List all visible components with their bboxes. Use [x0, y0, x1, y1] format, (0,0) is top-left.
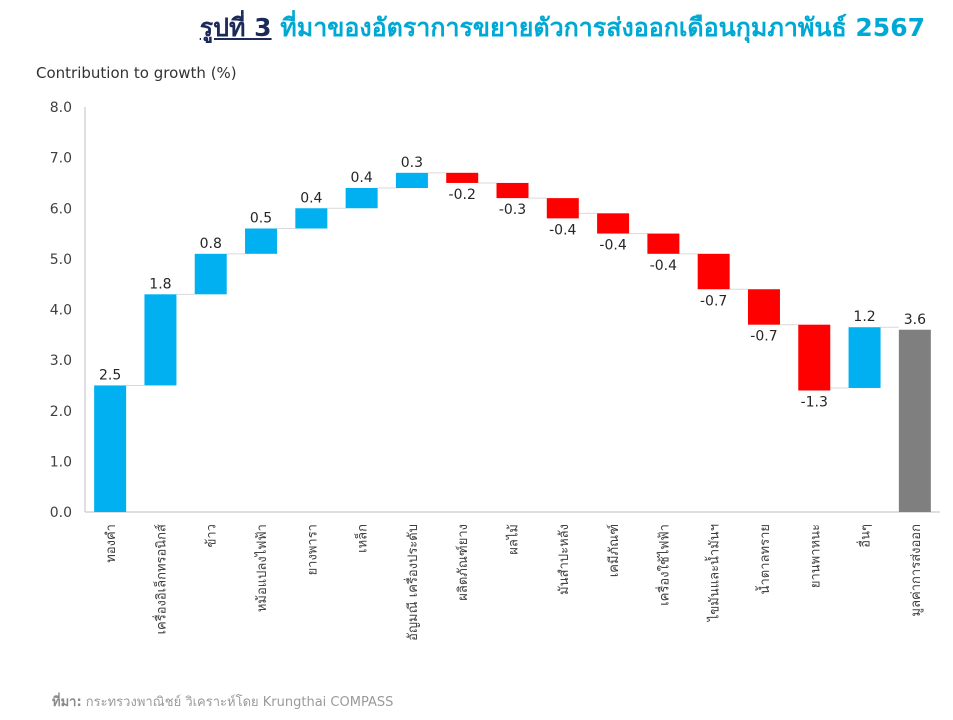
x-tick-label: ผลไม้	[506, 524, 522, 555]
y-tick-label: 0.0	[50, 505, 72, 521]
decrease-bar	[597, 213, 630, 234]
source-text: กระทรวงพาณิชย์ วิเคราะห์โดย Krungthai CO…	[85, 695, 394, 710]
y-tick-label: 1.0	[50, 454, 72, 470]
x-tick-label: ยางพารา	[305, 524, 320, 575]
increase-bar	[94, 385, 127, 512]
increase-bar	[395, 172, 428, 188]
increase-bar	[144, 294, 177, 386]
decrease-bar	[546, 198, 579, 219]
x-tick-label: ทองคำ	[104, 524, 119, 563]
value-label: -0.4	[650, 258, 677, 274]
x-tick-label: หม้อแปลงไฟฟ้า	[254, 524, 270, 612]
x-tick-label: มันสำปะหลัง	[557, 524, 572, 595]
value-label: -0.2	[449, 187, 476, 203]
y-tick-label: 3.0	[50, 353, 72, 369]
decrease-bar	[697, 253, 730, 290]
increase-bar	[194, 253, 227, 295]
y-axis-title: Contribution to growth (%)	[36, 64, 237, 82]
increase-bar	[295, 208, 328, 229]
increase-bar	[245, 228, 278, 254]
x-tick-label: อัญมณี เครื่องประดับ	[404, 524, 421, 641]
value-label: -0.7	[700, 293, 727, 309]
value-label: 0.3	[401, 155, 423, 171]
figure-title: ที่มาของอัตราการขยายตัวการส่งออกเดือนกุม…	[280, 13, 925, 42]
y-tick-label: 4.0	[50, 303, 72, 319]
figure-number: รูปที่ 3	[199, 13, 272, 42]
y-tick-label: 5.0	[50, 252, 72, 268]
value-label: 1.2	[853, 309, 875, 325]
value-label: -0.4	[599, 238, 626, 254]
bars	[94, 172, 931, 512]
value-label: -0.7	[750, 329, 777, 345]
x-tick-label: อื่นๆ	[857, 524, 874, 548]
value-label: -0.4	[549, 222, 576, 238]
increase-bar	[345, 188, 378, 209]
y-axis-ticks: 0.0 1.0 2.0 3.0 4.0 5.0 6.0 7.0 8.0	[50, 100, 72, 521]
x-tick-label: ไขมันและน้ำมันฯ	[705, 524, 723, 622]
decrease-bar	[747, 289, 780, 325]
x-tick-label: ผลิตภัณฑ์ยาง	[455, 524, 471, 601]
y-tick-label: 7.0	[50, 151, 72, 167]
value-label: 0.8	[200, 236, 222, 252]
y-tick-label: 6.0	[50, 201, 72, 217]
value-label: 0.4	[300, 190, 322, 206]
value-label: 1.8	[149, 276, 171, 292]
y-tick-label: 8.0	[50, 100, 72, 116]
decrease-bar	[446, 172, 479, 183]
decrease-bar	[647, 233, 680, 254]
increase-bar	[848, 327, 881, 388]
x-tick-label: เคมีภัณฑ์	[606, 524, 622, 577]
value-labels: 2.5 1.8 0.8 0.5 0.4 0.4 0.3 -0.2 -0.3 -0.4 -0.4 -0.…	[99, 155, 926, 411]
value-label: 2.5	[99, 367, 121, 383]
x-tick-label: เหล็ก	[353, 524, 371, 553]
total-bar	[898, 329, 931, 512]
x-tick-label: ยานพาหนะ	[808, 524, 823, 588]
y-tick-label: 2.0	[50, 404, 72, 420]
x-tick-label: ข้าว	[205, 524, 220, 548]
value-label: -1.3	[801, 395, 828, 411]
axes	[84, 107, 940, 513]
value-label: -0.3	[499, 202, 526, 218]
source-note: ที่มา: กระทรวงพาณิชย์ วิเคราะห์โดย Krung…	[52, 691, 393, 712]
x-tick-label: เครื่องใช้ไฟฟ้า	[655, 524, 672, 606]
x-axis-labels: ทองคำ เครื่องอิเล็กทรอนิกส์ ข้าว หม้อแปลงไฟ…	[104, 524, 924, 641]
x-tick-label: น้ำตาลทราย	[755, 524, 773, 594]
chart-title: รูปที่ 3 ที่มาของอัตราการขยายตัวการส่งออ…	[0, 8, 925, 48]
value-label: 3.6	[904, 312, 926, 328]
x-tick-label: เครื่องอิเล็กทรอนิกส์	[151, 524, 169, 634]
value-label: 0.4	[350, 170, 372, 186]
decrease-bar	[798, 324, 831, 391]
connector-lines	[126, 172, 899, 389]
x-tick-label: มูลค่าการส่งออก	[909, 524, 924, 616]
decrease-bar	[496, 182, 529, 199]
value-label: 0.5	[250, 211, 272, 227]
source-label: ที่มา:	[52, 695, 82, 710]
